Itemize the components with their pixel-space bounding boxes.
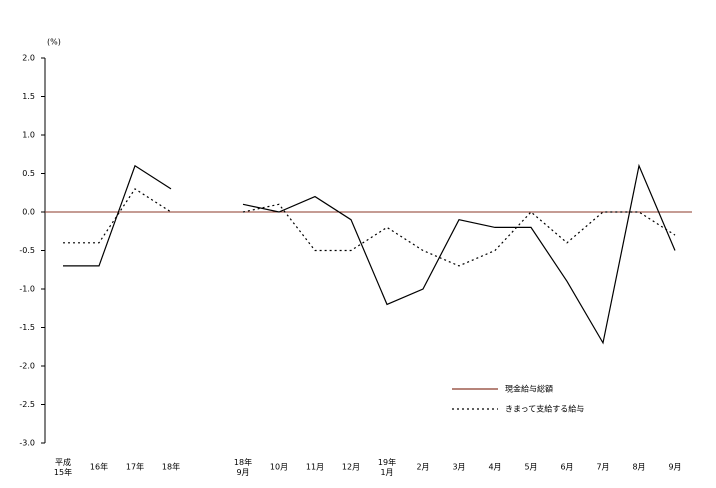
series-line xyxy=(63,188,676,267)
x-tick-label: 平成 15年 xyxy=(54,457,72,477)
y-tick-label: -1.0 xyxy=(19,285,35,294)
x-tick-label: 17年 xyxy=(126,462,144,472)
x-tick-label: 3月 xyxy=(452,463,465,472)
x-tick-label: 16年 xyxy=(90,462,108,472)
y-axis-label: (%) xyxy=(47,38,61,47)
x-tick-label: 8月 xyxy=(632,463,645,472)
y-tick-label: -3.0 xyxy=(19,439,35,448)
y-tick-label: 1.5 xyxy=(22,92,35,101)
y-tick-label: 1.0 xyxy=(22,131,35,140)
x-tick-label: 4月 xyxy=(488,463,501,472)
series-line xyxy=(63,163,676,345)
legend-label: きまって支給する給与 xyxy=(505,404,584,414)
x-tick-label: 18年 xyxy=(162,462,180,472)
x-tick-label: 9月 xyxy=(668,463,681,472)
x-tick-label: 18年 9月 xyxy=(234,457,252,477)
x-tick-label: 6月 xyxy=(560,463,573,472)
y-tick-label: -2.0 xyxy=(19,362,35,371)
x-tick-label: 11月 xyxy=(306,463,324,472)
x-tick-label: 5月 xyxy=(524,463,537,472)
x-tick-label: 10月 xyxy=(270,463,288,472)
y-tick-label: 0.5 xyxy=(22,169,35,178)
y-tick-label: -1.5 xyxy=(19,323,35,332)
x-tick-label: 19年 1月 xyxy=(378,457,396,477)
y-tick-label: 0.0 xyxy=(22,208,35,217)
x-tick-label: 12月 xyxy=(342,463,360,472)
y-tick-label: -0.5 xyxy=(19,246,35,255)
x-tick-label: 7月 xyxy=(596,463,609,472)
legend-label: 現金給与総額 xyxy=(505,384,553,394)
x-tick-label: 2月 xyxy=(416,463,429,472)
y-tick-label: -2.5 xyxy=(19,400,35,409)
y-tick-label: 2.0 xyxy=(22,54,35,63)
